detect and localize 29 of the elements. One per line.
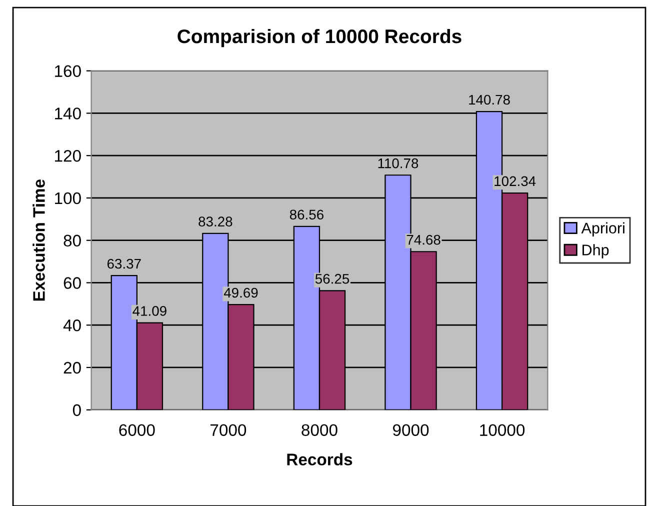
x-tick-label: 6000 <box>119 424 155 436</box>
y-axis-title: Execution Time <box>32 179 45 301</box>
data-label: 63.37 <box>107 258 141 269</box>
y-tick-label: 160 <box>55 65 81 78</box>
data-label: 140.78 <box>469 94 510 105</box>
data-label: 102.34 <box>494 176 536 186</box>
legend-label: Apriori <box>581 222 624 237</box>
y-tick-label: 100 <box>55 192 81 204</box>
chart-title: Comparision of 10000 Records <box>178 28 462 48</box>
data-label: 83.28 <box>198 216 232 226</box>
y-tick-label: 140 <box>55 108 81 120</box>
y-tick-label: 120 <box>55 150 81 162</box>
y-tick-label: 0 <box>72 404 81 416</box>
legend-label: Dhp <box>582 244 609 258</box>
y-tick-label: 40 <box>63 320 81 332</box>
y-tick-label: 80 <box>64 234 81 247</box>
data-label: 56.25 <box>315 274 350 284</box>
data-label: 86.56 <box>290 210 324 220</box>
data-label: 110.78 <box>378 158 418 168</box>
x-tick-label: 8000 <box>302 424 338 436</box>
y-tick-label: 20 <box>64 362 81 374</box>
data-label: 74.68 <box>406 234 440 245</box>
x-tick-label: 7000 <box>210 424 246 436</box>
x-tick-label: 10000 <box>480 424 525 436</box>
x-tick-label: 9000 <box>393 424 429 436</box>
y-tick-label: 60 <box>64 277 81 289</box>
data-label: 41.09 <box>132 306 166 316</box>
data-label: 49.69 <box>224 288 258 298</box>
x-axis-title: Records <box>287 453 352 466</box>
